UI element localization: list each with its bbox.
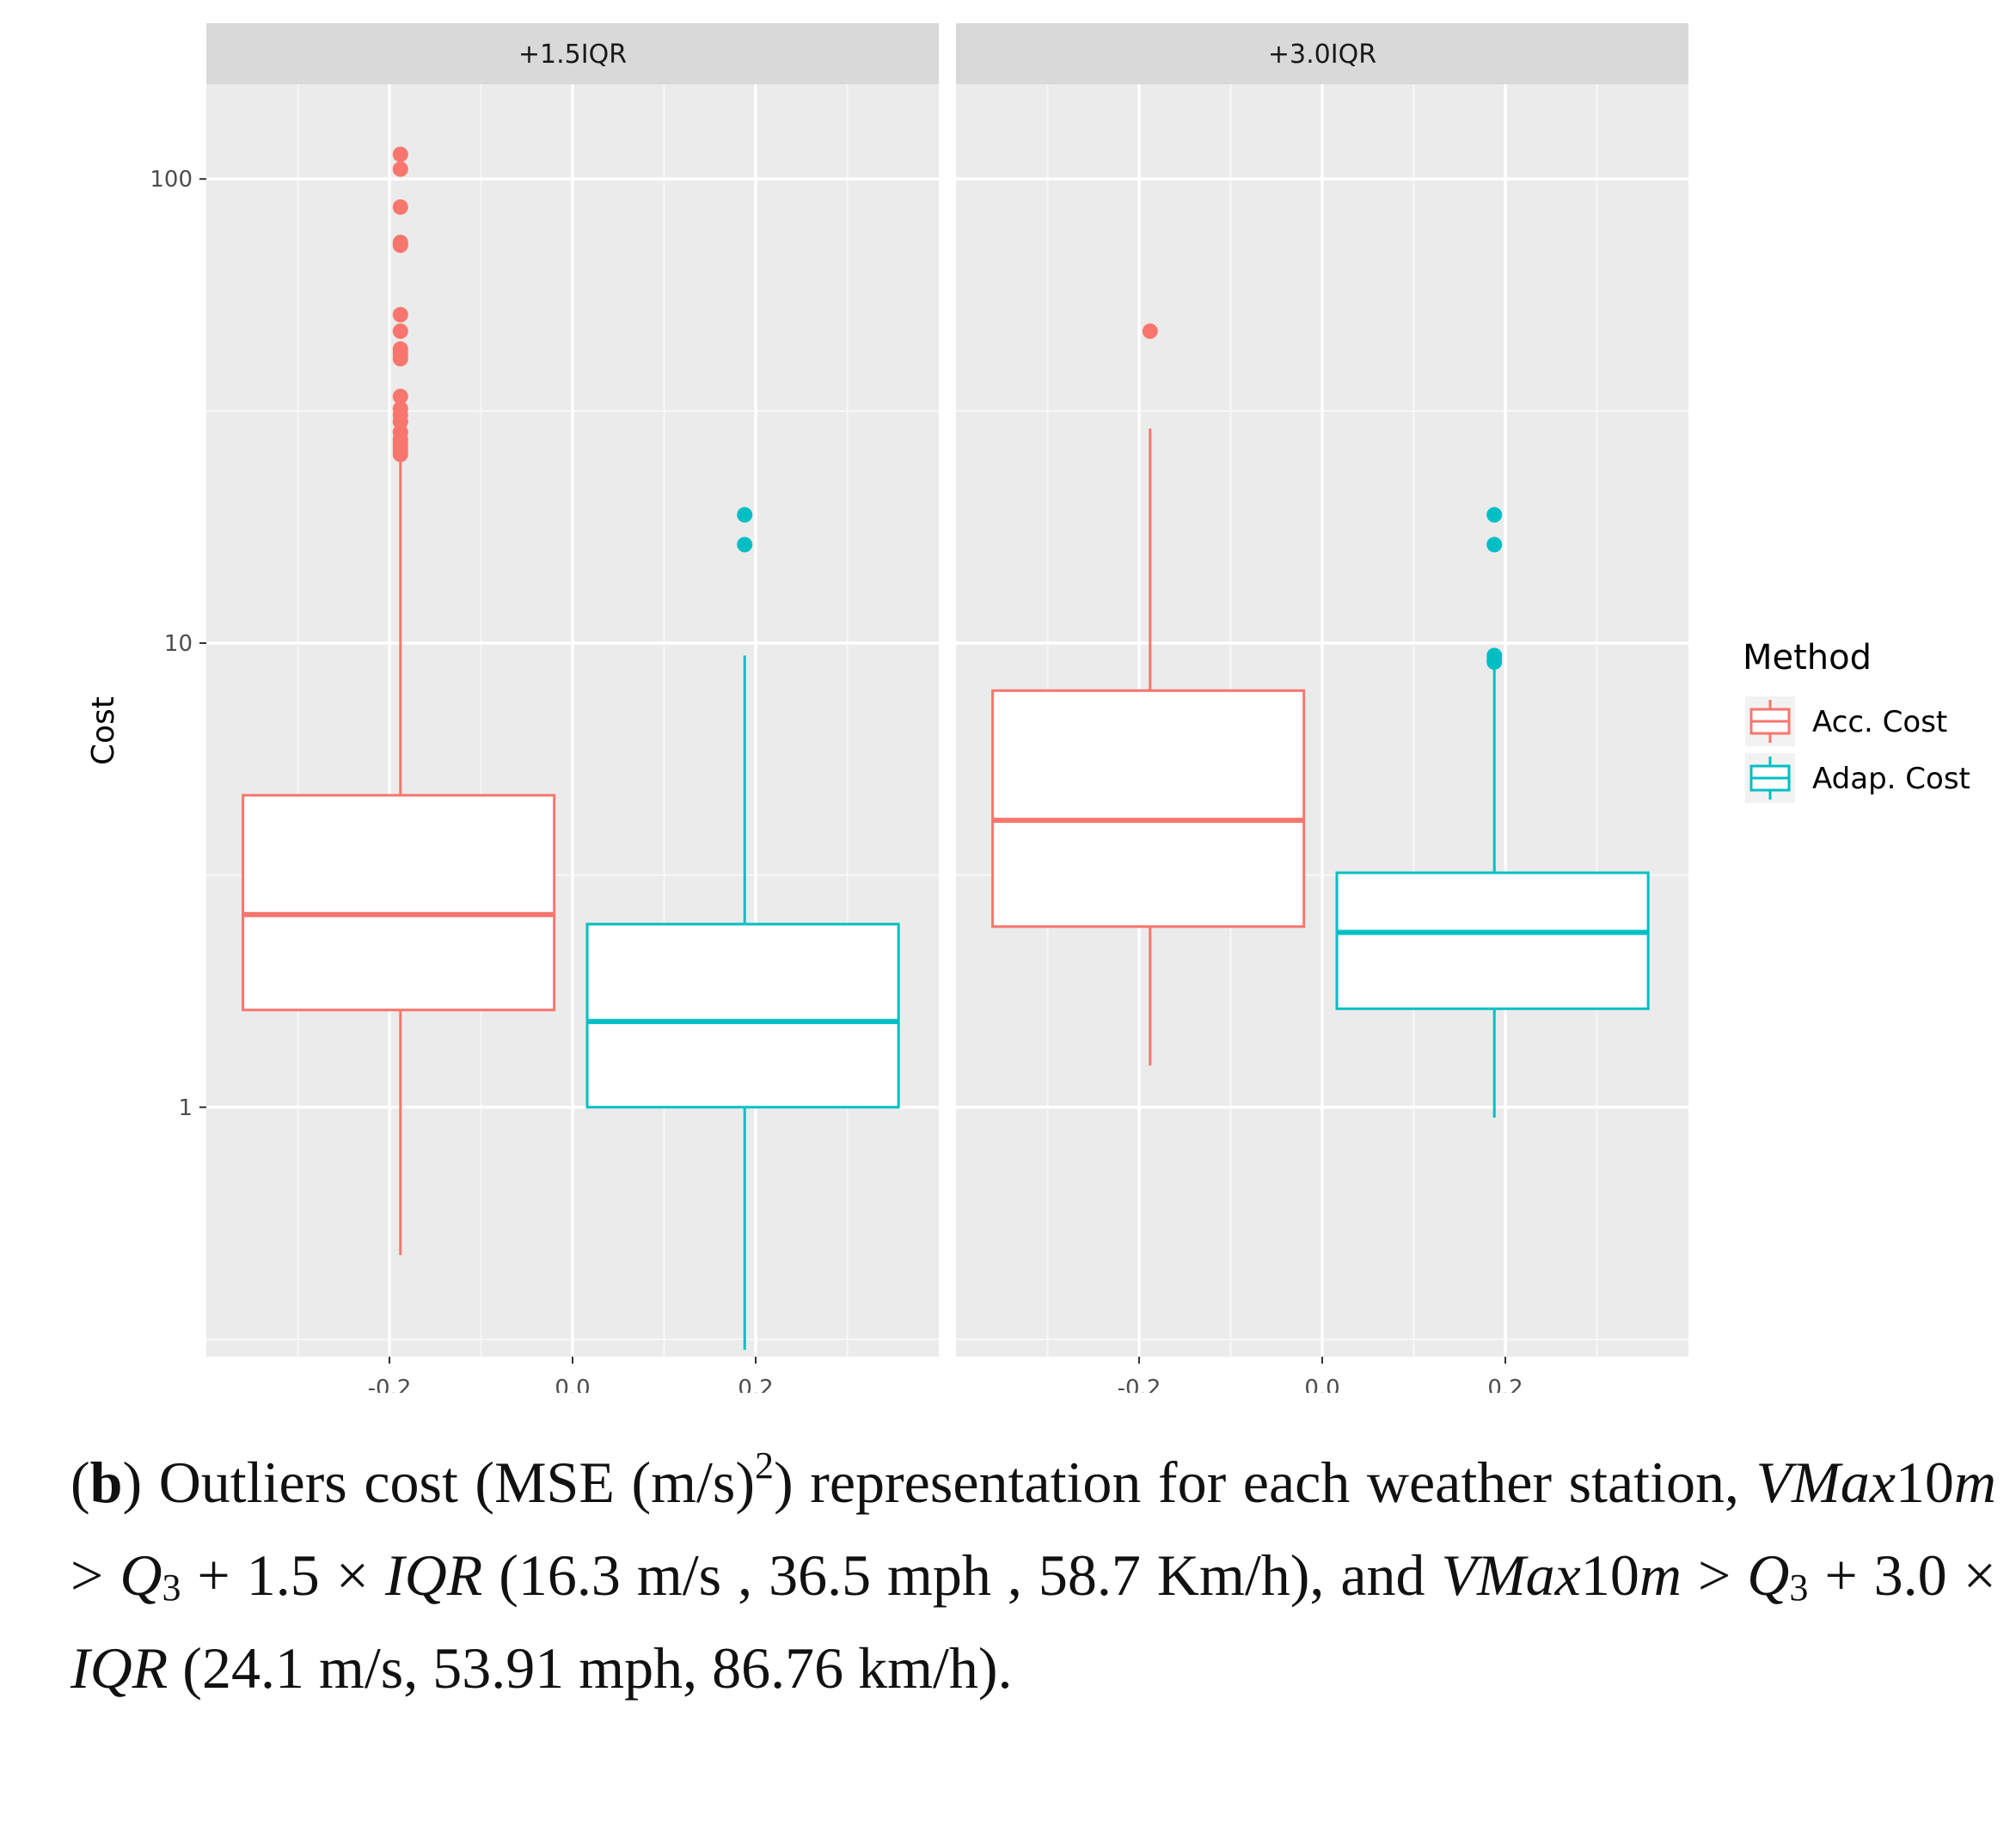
y-axis: 1 10 100	[150, 167, 206, 1121]
figure-caption: (b) Outliers cost (MSE (m/s)2) represent…	[70, 1444, 1996, 1701]
strip-background	[206, 23, 939, 84]
outlier-point	[392, 323, 408, 340]
x-tick-label: 0.0	[1304, 1376, 1339, 1393]
strip-label: +1.5IQR	[518, 40, 627, 70]
outlier-point	[392, 161, 408, 177]
strip-background	[956, 23, 1688, 84]
iqr-box	[1335, 871, 1650, 1010]
strip-label: +3.0IQR	[1268, 40, 1376, 70]
boxplot-adap-cost	[1335, 506, 1650, 1118]
outlier-point	[1142, 323, 1158, 340]
legend-key-1	[1745, 753, 1795, 803]
x-tick-label: 0.2	[1487, 1376, 1523, 1393]
outlier-point	[1486, 536, 1503, 553]
outlier-point	[392, 389, 408, 405]
outlier-point	[737, 536, 753, 553]
boxplot-acc-cost	[242, 146, 556, 1255]
y-tick-label: 1	[178, 1095, 193, 1121]
x-tick-label: 0.0	[555, 1376, 590, 1393]
outlier-point	[392, 351, 408, 367]
x-tick-label: -0.2	[368, 1376, 412, 1393]
boxplot-adap-cost	[585, 506, 900, 1351]
outlier-point	[392, 199, 408, 215]
legend-label: Adap. Cost	[1812, 762, 1970, 796]
facet-panels: +1.5IQR -0.2 0.0 0.2 +3.0IQR -0.2 0.0 0.2	[206, 23, 1688, 1393]
iqr-box	[991, 689, 1306, 929]
facet-panel-1: +3.0IQR -0.2 0.0 0.2	[956, 23, 1688, 1393]
legend-label: Acc. Cost	[1812, 705, 1947, 739]
x-tick-label: -0.2	[1118, 1376, 1161, 1393]
outlier-point	[737, 506, 753, 523]
y-tick-label: 10	[164, 631, 193, 657]
y-axis-title: Cost	[86, 696, 121, 765]
boxplot-figure: +1.5IQR -0.2 0.0 0.2 +3.0IQR -0.2 0.0 0.2 1 10 10…	[86, 23, 1970, 1393]
outlier-point	[392, 146, 408, 162]
legend: Method Acc. Cost Adap. Cost	[1743, 638, 1970, 803]
outlier-point	[392, 237, 408, 254]
outlier-point	[392, 446, 408, 463]
facet-panel-0: +1.5IQR -0.2 0.0 0.2	[206, 23, 939, 1393]
y-tick-label: 100	[150, 167, 193, 193]
iqr-box	[242, 794, 556, 1012]
x-tick-label: 0.2	[738, 1376, 773, 1393]
boxplot-acc-cost	[991, 323, 1306, 1066]
caption-label: b	[89, 1450, 123, 1515]
outlier-point	[1486, 506, 1503, 523]
legend-title: Method	[1743, 638, 1872, 677]
outlier-point	[1486, 654, 1503, 671]
iqr-box	[585, 923, 900, 1109]
legend-key-0	[1745, 696, 1795, 746]
outlier-point	[392, 307, 408, 323]
